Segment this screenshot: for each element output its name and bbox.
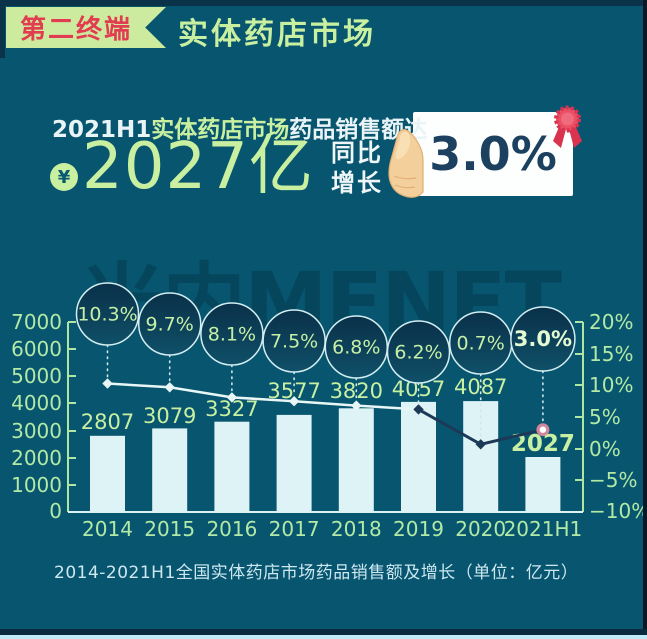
yoy-value: 3.0% [429, 127, 557, 181]
bottom-border-dark [0, 629, 647, 635]
marker-2015 [164, 382, 175, 393]
bubble-2017 [262, 309, 326, 373]
growth-label-2021H1: 3.0% [514, 327, 572, 351]
growth-label-2019: 6.2% [394, 342, 442, 364]
right-axis-tick-label: 5% [589, 405, 621, 429]
yoy-label-line1: 同比 [331, 139, 383, 167]
category-2021H1: 2021H1 [504, 517, 583, 541]
bar-value-2018: 3820 [330, 379, 383, 403]
bar-2020 [463, 401, 499, 512]
yoy-value-card: 3.0% [413, 112, 573, 196]
yoy-label: 同比 增长 [331, 138, 383, 198]
category-2019: 2019 [393, 517, 444, 541]
growth-label-2018: 6.8% [332, 337, 380, 359]
growth-line-light [107, 382, 419, 411]
left-axis: 7000 6000 5000 4000 3000 2000 1000 0 [11, 310, 76, 523]
bubble-2021H1 [510, 306, 576, 372]
page-title: 实体药店市场 [178, 17, 376, 52]
left-axis-tick-label: 0 [49, 499, 62, 523]
marker-2019 [413, 404, 424, 415]
yoy-label-line2: 增长 [331, 169, 383, 197]
right-axis-tick-label: 0% [589, 437, 621, 461]
sales-bars [90, 401, 561, 512]
left-axis-tick-label: 3000 [11, 419, 62, 443]
left-axis-tick-label: 5000 [11, 364, 62, 388]
section-badge-label: 第二终端 [19, 15, 132, 45]
bubble-2014 [75, 282, 140, 346]
category-2018: 2018 [331, 517, 382, 541]
marker-2021H1-highlight [536, 423, 550, 437]
growth-label-2017: 7.5% [270, 331, 318, 353]
left-axis-tick-label: 4000 [11, 391, 62, 415]
left-axis-tick-label: 2000 [11, 446, 62, 470]
yuan-symbol: ¥ [57, 166, 71, 188]
left-border [0, 0, 5, 58]
top-border [0, 0, 647, 6]
right-axis-tick-label: 15% [589, 342, 633, 366]
bubble-2016 [200, 302, 264, 366]
category-labels: 2014 2015 2016 2017 2018 2019 2020 2021H… [82, 517, 582, 541]
left-axis-tick-label: 7000 [11, 310, 62, 334]
category-2017: 2017 [269, 517, 320, 541]
bar-2021H1 [525, 457, 561, 512]
bar-2019 [401, 401, 436, 512]
line-markers [102, 378, 550, 450]
bar-value-2020: 4087 [454, 375, 507, 399]
marker-2018 [351, 400, 362, 411]
right-axis-tick-label: −5% [589, 468, 638, 492]
marker-2020 [475, 439, 486, 450]
right-axis: 20% 15% 10% 5% 0% −5% −10% [575, 310, 647, 523]
category-2016: 2016 [206, 517, 257, 541]
hero-subtitle-prefix: 2021H1 [52, 117, 152, 143]
right-axis-tick-label: 20% [589, 310, 633, 334]
yuan-coin-icon: ¥ [50, 163, 78, 191]
marker-2014 [102, 378, 113, 389]
bar-2018 [338, 408, 374, 512]
marker-2017 [288, 396, 300, 407]
growth-bubbles: 10.3% 9.7% 8.1% 7.5% 6.8% 6.2% 0.7% 3.0% [75, 282, 576, 384]
right-axis-tick-label: 10% [589, 373, 633, 397]
category-2014: 2014 [82, 517, 133, 541]
bubble-connectors [106, 344, 544, 439]
left-axis-tick-label: 6000 [11, 337, 62, 361]
medal-icon [553, 105, 582, 148]
section-badge: 第二终端 [6, 7, 166, 48]
bar-value-2015: 3079 [143, 404, 196, 428]
bubble-2015 [137, 292, 202, 356]
hero-subtitle-highlight: 实体药店市场 [151, 117, 290, 143]
growth-label-2016: 8.1% [208, 324, 256, 346]
chart-caption: 2014-2021H1全国实体药店市场药品销售额及增长（单位：亿元） [54, 563, 579, 583]
bar-value-2014: 2807 [81, 410, 134, 434]
bar-2014 [90, 435, 125, 512]
bar-2017 [276, 414, 312, 512]
hero-amount: 2027亿 [82, 130, 314, 204]
bubble-2019 [386, 320, 451, 384]
bar-2016 [214, 421, 250, 512]
growth-label-2014: 10.3% [77, 304, 137, 326]
bar-2015 [152, 428, 188, 512]
right-border [643, 0, 647, 639]
left-axis-tick-label: 1000 [11, 473, 62, 497]
right-axis-tick-label: −10% [589, 499, 647, 523]
category-2015: 2015 [144, 517, 195, 541]
category-2020: 2020 [455, 517, 506, 541]
marker-2016 [226, 392, 238, 403]
hand-icon [388, 129, 424, 198]
growth-label-2020: 0.7% [457, 333, 505, 355]
bottom-border-light [0, 635, 647, 639]
growth-label-2015: 9.7% [146, 314, 194, 336]
